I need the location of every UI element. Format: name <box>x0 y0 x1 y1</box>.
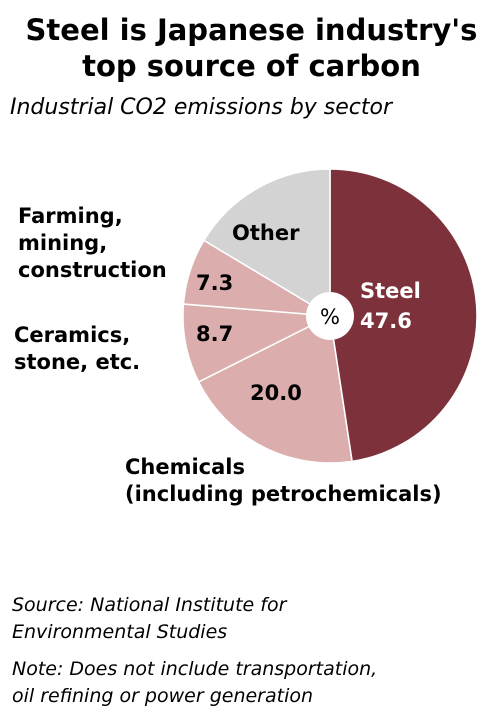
label-ceramics: Ceramics, stone, etc. <box>14 323 141 374</box>
value-steel: 47.6 <box>360 309 412 333</box>
center-hole <box>306 292 354 340</box>
value-chemicals: 20.0 <box>250 381 302 405</box>
value-farming: 7.3 <box>196 271 234 295</box>
title-line-1: Steel is Japanese industry's <box>25 13 478 47</box>
label-chemicals: Chemicals (including petrochemicals) <box>125 455 442 506</box>
slice-other <box>202 168 331 318</box>
source-note: Source: National Institute for Environme… <box>12 594 287 643</box>
title-line-2: top source of carbon <box>82 49 421 83</box>
unit-label: % <box>320 305 340 329</box>
footnote: Note: Does not include transportation, o… <box>12 658 378 707</box>
slice-chemicals <box>197 314 353 464</box>
label-other: Other <box>232 221 300 245</box>
value-ceramics: 8.7 <box>196 322 234 346</box>
label-steel: Steel <box>360 279 421 303</box>
slice-steel <box>329 168 478 463</box>
chart-subtitle: Industrial CO2 emissions by sector <box>10 95 393 120</box>
label-farming: Farming, mining, construction <box>18 204 167 282</box>
chart-title: Steel is Japanese industry's top source … <box>0 12 503 84</box>
